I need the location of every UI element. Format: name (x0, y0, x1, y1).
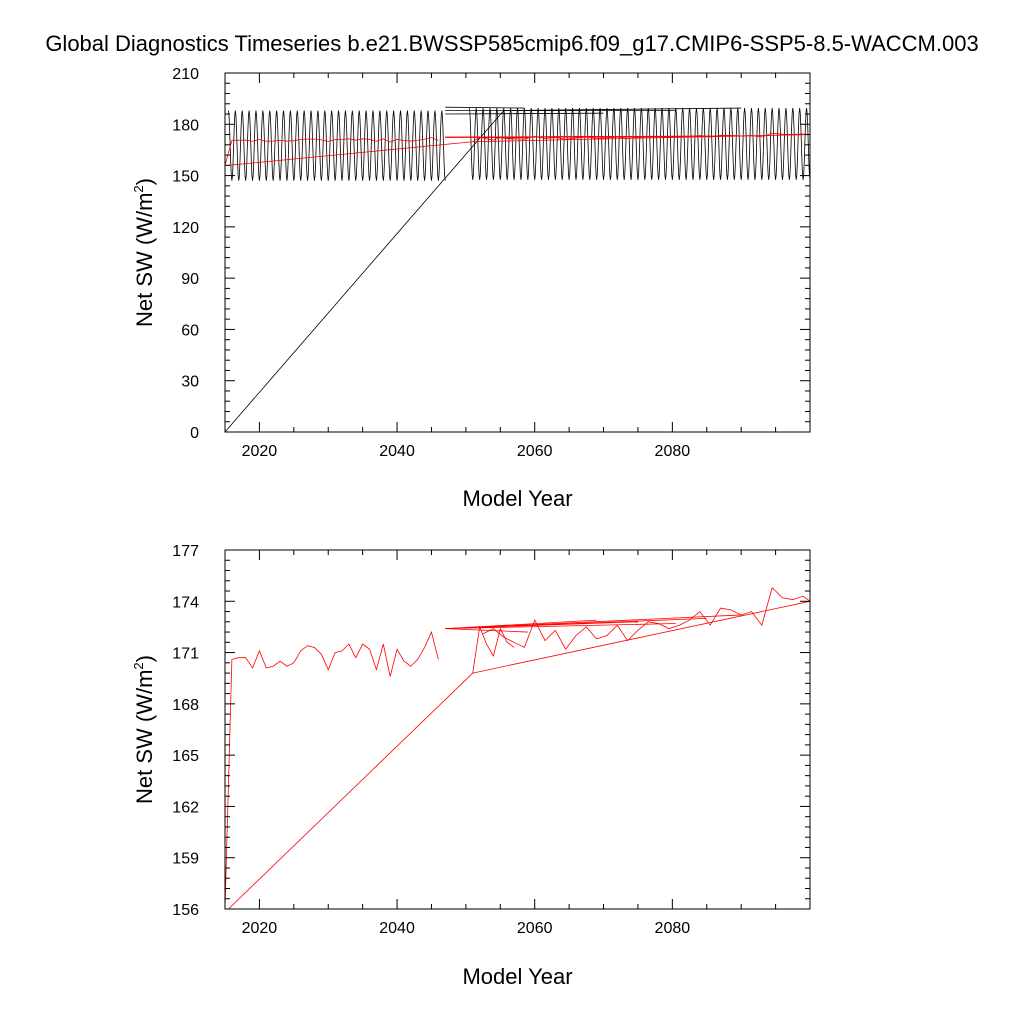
y-axis-title: Net SW (W/m2) (131, 178, 157, 327)
y-axis-title-close: ) (132, 655, 157, 662)
annual-series-line (482, 586, 810, 650)
monthly-series-line (468, 108, 810, 180)
y-tick-label: 0 (190, 425, 199, 442)
y-tick-label: 159 (172, 851, 199, 868)
x-axis-title: Model Year (462, 964, 572, 989)
monthly-series-line (228, 110, 446, 181)
y-tick-label: 177 (172, 543, 199, 560)
y-axis-title-main: Net SW (W/m (132, 670, 157, 804)
y-axis-title-main: Net SW (W/m (132, 193, 157, 327)
annual-connector-line (472, 600, 810, 674)
x-tick-label: 2040 (379, 920, 415, 937)
y-tick-label: 174 (172, 594, 199, 611)
x-tick-label: 2080 (655, 443, 691, 460)
x-tick-label: 2060 (517, 920, 553, 937)
x-tick-label: 2020 (242, 443, 278, 460)
y-tick-label: 156 (172, 902, 199, 919)
monthly-connector-line (445, 112, 604, 115)
annual-connector-line (228, 672, 474, 909)
chart-title: Global Diagnostics Timeseries b.e21.BWSS… (45, 31, 979, 56)
y-axis-title: Net SW (W/m2) (131, 655, 157, 804)
y-tick-label: 30 (181, 374, 199, 391)
y-tick-label: 120 (172, 220, 199, 237)
y-tick-label: 171 (172, 646, 199, 663)
x-axis-title: Model Year (462, 486, 572, 511)
monthly-connector-line (445, 106, 525, 109)
bottom-panel: 2020 2040 2060 2080 156 159 162 165 168 171 174 177… (131, 543, 811, 989)
y-tick-label: 165 (172, 748, 199, 765)
y-tick-label: 210 (172, 66, 199, 83)
x-tick-label: 2040 (379, 443, 415, 460)
monthly-connector-line (503, 107, 742, 112)
x-tick-label: 2020 (242, 920, 278, 937)
y-tick-label: 162 (172, 799, 199, 816)
annual-series-line (472, 625, 515, 674)
x-tick-label: 2080 (655, 920, 691, 937)
annual-series-line (225, 630, 439, 909)
y-tick-label: 168 (172, 697, 199, 714)
plot-frame (224, 72, 811, 433)
data-area (225, 586, 810, 909)
y-axis-title-superscript: 2 (131, 185, 146, 192)
annual-connector-line (228, 141, 473, 166)
annual-connector-line (445, 619, 597, 630)
annual-connector-line (445, 628, 528, 633)
y-tick-label: 60 (181, 322, 199, 339)
y-tick-label: 90 (181, 271, 199, 288)
annual-connector-line (445, 621, 638, 630)
y-axis-title-superscript: 2 (131, 662, 146, 669)
annual-connector-line (472, 134, 810, 143)
data-area (225, 106, 810, 432)
annual-series-line (225, 137, 439, 166)
annual-connector-line (445, 623, 676, 630)
monthly-connector-line (225, 110, 505, 432)
plot-frame (224, 549, 811, 910)
top-panel: 2020 2040 2060 2080 0 30 60 90 120 150 180 210 Model… (131, 66, 811, 511)
y-tick-label: 150 (172, 169, 199, 186)
x-tick-label: 2060 (517, 443, 553, 460)
y-axis-title-close: ) (132, 178, 157, 185)
y-tick-label: 180 (172, 117, 199, 134)
